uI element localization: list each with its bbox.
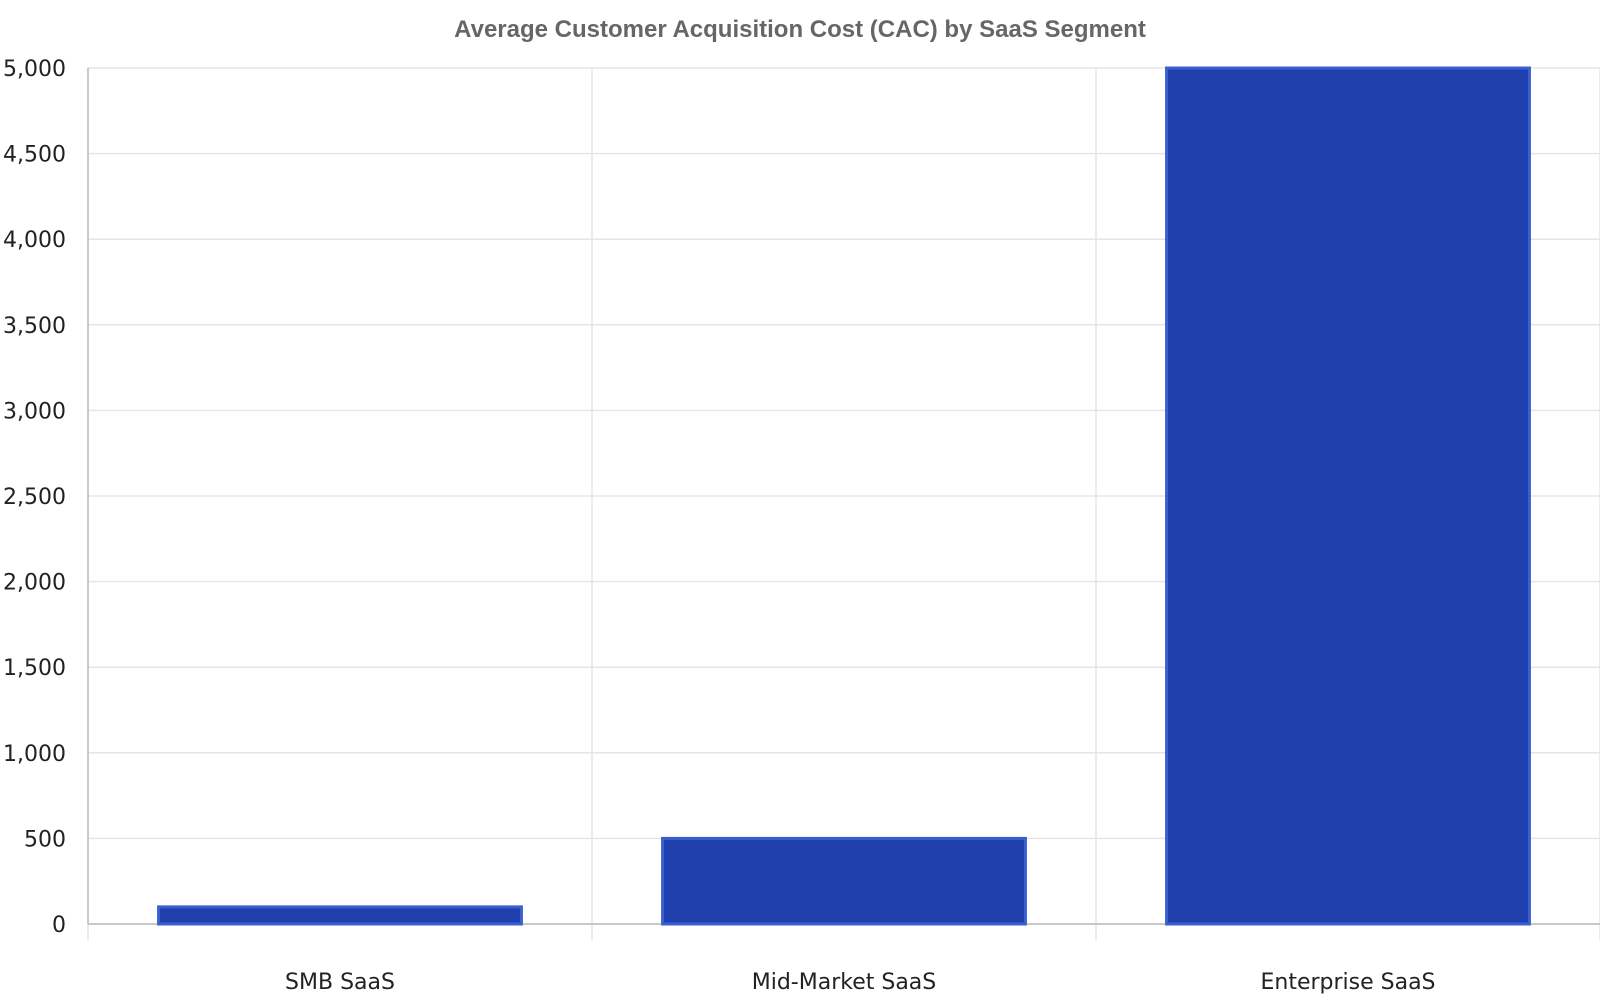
x-tick-label: Enterprise SaaS	[1260, 970, 1435, 995]
y-tick-label: 3,000	[3, 399, 66, 424]
y-tick-label: 5,000	[3, 57, 66, 82]
bar-mid-market-saas	[661, 836, 1027, 926]
x-tick-label: Mid-Market SaaS	[752, 970, 937, 995]
y-tick-label: 4,000	[3, 228, 66, 253]
y-tick-label: 2,500	[3, 485, 66, 510]
y-tick-label: 2,000	[3, 571, 66, 596]
y-tick-label: 4,500	[3, 143, 66, 168]
bar-enterprise-saas	[1165, 66, 1531, 926]
bar-smb-saas	[157, 905, 523, 926]
y-tick-label: 500	[24, 827, 66, 852]
y-tick-label: 3,500	[3, 314, 66, 339]
y-tick-label: 1,000	[3, 742, 66, 767]
chart-title: Average Customer Acquisition Cost (CAC) …	[454, 16, 1146, 43]
y-tick-label: 1,500	[3, 656, 66, 681]
x-tick-label: SMB SaaS	[285, 970, 395, 995]
y-tick-label: 0	[52, 913, 66, 938]
